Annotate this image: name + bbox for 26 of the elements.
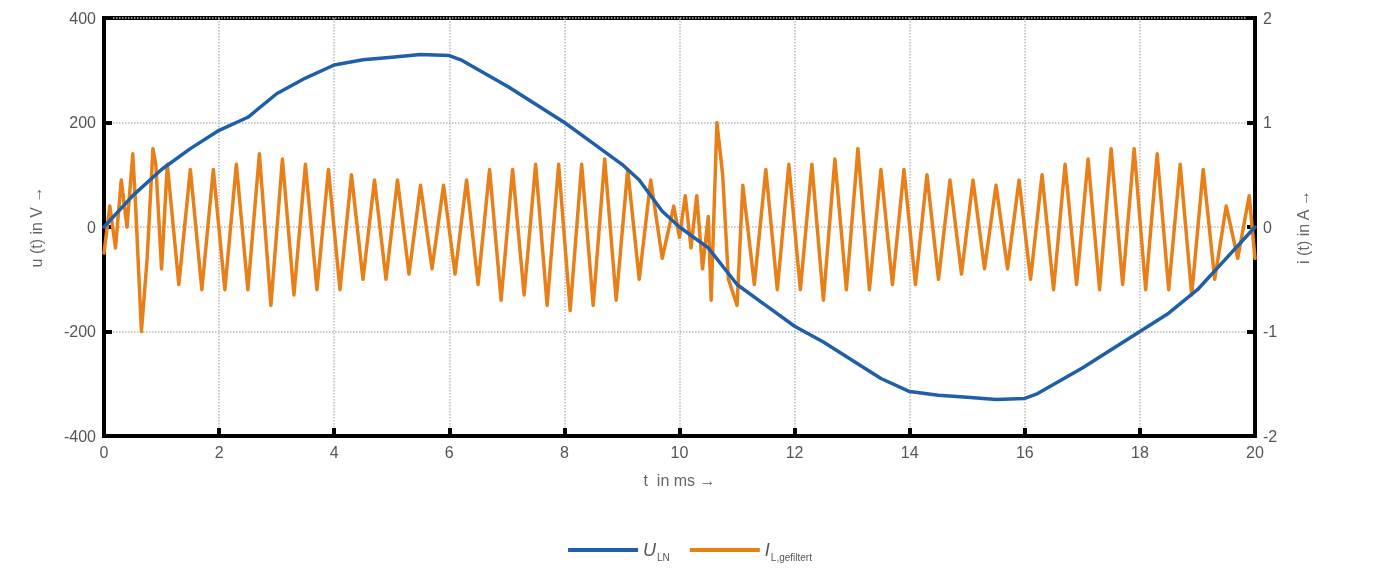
y2-tick-label: 1 (1263, 114, 1272, 131)
y-tick-label: 200 (69, 114, 97, 131)
y-axis-title: u (t) in V → (27, 186, 45, 268)
y2-tick-label: 2 (1263, 9, 1272, 27)
x-tick-label: 16 (1015, 443, 1034, 461)
x-axis-title: t in ms → (643, 471, 716, 489)
y-tick-label: -200 (63, 323, 97, 340)
x-tick-label: 14 (900, 443, 919, 461)
x-tick-label: 12 (785, 443, 804, 461)
x-tick-label: 2 (214, 443, 224, 461)
y2-tick-label: -1 (1263, 323, 1278, 340)
y2-axis-title: i (t) in A → (1294, 190, 1312, 264)
x-tick-label: 8 (559, 443, 569, 461)
line-series (102, 120, 1257, 334)
y-tick-label: 400 (69, 9, 97, 27)
x-tick-label: 10 (670, 443, 689, 461)
y2-tick-label: 0 (1263, 218, 1272, 236)
y2-tick-label: -2 (1263, 427, 1278, 445)
line-series (102, 52, 1257, 402)
y-tick-label: -400 (63, 427, 97, 445)
x-tick-label: 18 (1131, 443, 1149, 461)
y-tick-label: 0 (87, 218, 97, 236)
x-tick-label: 6 (444, 443, 454, 461)
x-tick-label: 4 (329, 443, 339, 461)
x-tick-label: 0 (99, 443, 109, 461)
x-tick-label: 20 (1246, 443, 1264, 461)
